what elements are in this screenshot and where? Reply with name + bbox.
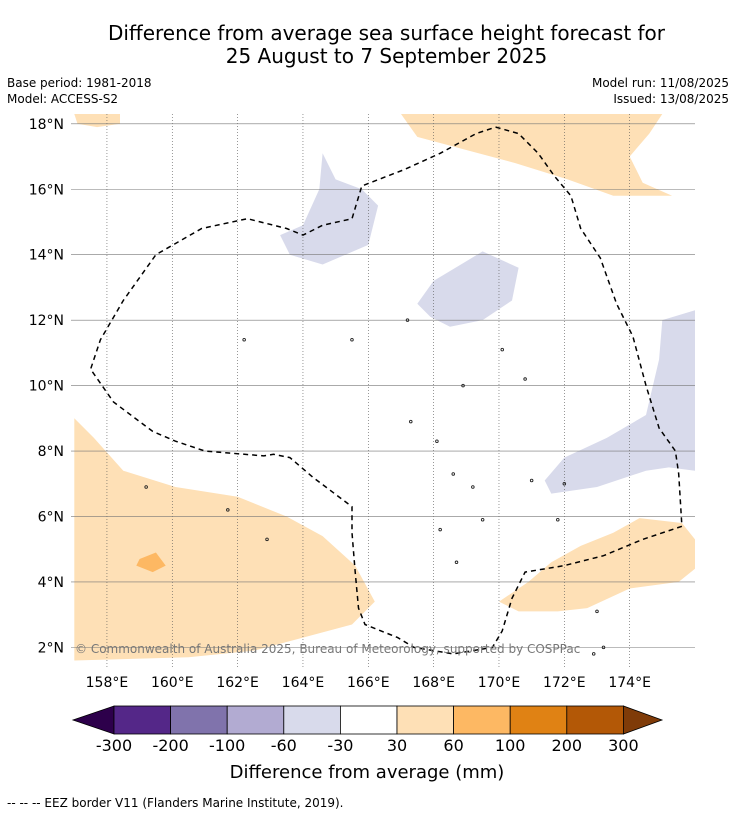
island-mark [529,478,534,483]
lon-tick-label: 162°E [216,675,259,691]
eez-border-line [89,126,683,655]
colorbar-tick-label: -30 [327,736,353,755]
anomaly-region [544,310,695,494]
colorbar-tick-label: 200 [552,736,583,755]
island-mark [409,419,413,424]
island-mark [350,338,354,342]
colorbar-segment [509,705,568,735]
lat-tick-label: 16°N [29,182,64,198]
island-mark [523,377,527,381]
lon-tick-label: 174°E [608,675,651,691]
eez-border [89,126,683,655]
island-mark [591,652,596,656]
anomaly-region [280,153,379,265]
lat-tick-label: 4°N [38,575,64,591]
island-mark [438,527,442,532]
colorbar-tick-label: -200 [152,736,188,755]
lon-tick-label: 164°E [282,675,325,691]
lat-tick-label: 2°N [38,640,64,656]
colorbar-tick-label: -60 [271,736,297,755]
colorbar-tick-label: 60 [443,736,463,755]
colorbar-tick-label: -100 [209,736,245,755]
colorbar: -300 -200 -100 -60 -30 30 60 100 200 300 [71,705,664,755]
island-mark [500,347,504,352]
colorbar-segment [566,705,624,735]
island-mark [595,609,599,614]
island-mark [454,560,459,565]
anomaly-region [74,418,375,661]
anomaly-regions [74,114,695,661]
island-mark [471,485,475,489]
colorbar-segment [396,705,454,735]
colorbar-tick-label: 300 [608,736,639,755]
island-mark [435,439,439,443]
colorbar-tick-label: 30 [387,736,407,755]
colorbar-segment [453,705,511,735]
colorbar-segment [226,705,285,735]
island-mark [405,318,410,322]
lat-tick-label: 6°N [38,509,64,525]
island-mark [562,482,567,486]
issued-date: Issued: 13/08/2025 [613,92,729,106]
colorbar-segment [113,705,171,735]
island-mark [226,508,230,512]
copyright-notice: © Commonwealth of Australia 2025, Bureau… [75,642,580,656]
island-mark [242,338,246,342]
model-name: Model: ACCESS-S2 [7,92,119,106]
lon-tick-label: 160°E [151,675,194,691]
footer-note: -- -- -- EEZ border V11 (Flanders Marine… [7,796,344,810]
island-mark [265,537,269,542]
colorbar-tick-label: -300 [96,736,132,755]
colorbar-segment [339,705,398,735]
base-period: Base period: 1981-2018 [7,76,152,90]
island-mark [556,518,560,522]
lon-tick-label: 168°E [412,675,455,691]
lon-tick-label: 172°E [543,675,586,691]
axis-tick-labels: 158°E 160°E 162°E 164°E 166°E 168°E 170°E 172°E… [29,117,651,691]
meta-left: Base period: 1981-2018 Model: ACCESS-S2 [7,75,152,107]
anomaly-region [136,552,166,573]
colorbar-title: Difference from average (mm) [230,762,505,783]
lon-tick-label: 170°E [478,675,521,691]
island-mark [144,485,148,489]
lat-tick-label: 10°N [29,379,64,395]
lon-tick-label: 158°E [86,675,129,691]
colorbar-segment [283,705,341,735]
anomaly-region [401,114,673,196]
island-mark [480,518,485,522]
colorbar-extend-high [623,705,664,735]
islands [144,318,606,656]
title-line-2: 25 August to 7 September 2025 [225,44,548,68]
lat-tick-label: 8°N [38,444,64,460]
anomaly-region [499,518,695,612]
island-mark [601,645,606,650]
colorbar-extend-low [71,705,115,735]
anomaly-region [417,251,519,327]
colorbar-tick-label: 100 [495,736,526,755]
meta-right: Model run: 11/08/2025 Issued: 13/08/2025 [592,75,729,107]
chart-title: Difference from average sea surface heig… [0,22,736,68]
colorbar-segment [170,705,228,735]
lat-tick-label: 14°N [29,248,64,264]
island-mark [451,472,455,476]
lat-tick-label: 18°N [29,117,64,133]
model-run: Model run: 11/08/2025 [591,76,729,90]
lat-tick-label: 12°N [29,313,64,329]
anomaly-region [74,114,120,128]
island-mark [461,383,465,388]
title-line-1: Difference from average sea surface heig… [107,21,666,45]
lon-tick-label: 166°E [347,675,390,691]
map-grid [71,114,695,667]
